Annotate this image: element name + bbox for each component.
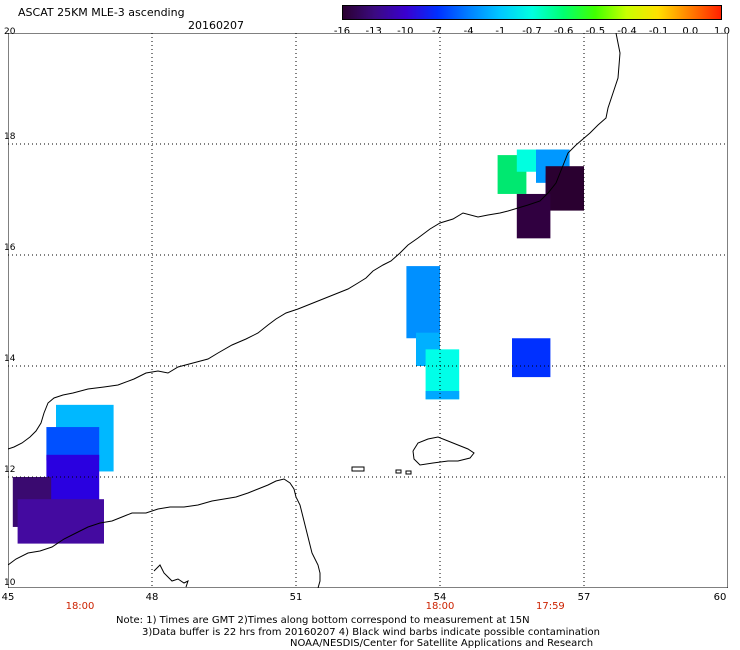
color-bar-labels: -16 -13 -10 -7 -4 -1 -0.7 -0.6 -0.5 -0.4 -0.1 0.0 1.… [328, 26, 738, 38]
map-canvas [8, 33, 728, 588]
color-bar-label: -10 [397, 26, 414, 37]
longitude-label: 48 [145, 592, 159, 603]
longitude-label: 57 [577, 592, 591, 603]
map-date: 20160207 [188, 19, 244, 32]
latitude-label: 18 [4, 132, 16, 142]
color-bar-label: -4 [463, 26, 474, 37]
latitude-label: 20 [4, 27, 16, 37]
color-bar [342, 5, 722, 20]
map-title: ASCAT 25KM MLE-3 ascending [18, 6, 185, 19]
latitude-label: 14 [4, 354, 16, 364]
longitude-label: 60 [713, 592, 727, 603]
color-bar-label: -1 [495, 26, 506, 37]
coastline [8, 33, 621, 588]
color-bar-label: -0.7 [522, 26, 542, 37]
wind-swath-cell [46, 454, 100, 505]
latitude-label: 10 [4, 578, 16, 588]
color-bar-label: -0.5 [585, 26, 606, 37]
wind-swath-cell [17, 499, 105, 544]
time-label: 17:59 [535, 601, 565, 612]
wind-swath-cell [406, 266, 440, 339]
color-bar-label: 1.0 [714, 26, 730, 37]
note-line-3: NOAA/NESDIS/Center for Satellite Applica… [290, 638, 594, 649]
longitude-label: 45 [1, 592, 15, 603]
color-bar-label: -7 [432, 26, 442, 37]
color-bar-label: -0.6 [553, 26, 574, 37]
time-label: 18:00 [65, 601, 95, 612]
longitude-label: 51 [289, 592, 303, 603]
color-bar-label: -0.4 [617, 26, 637, 37]
wind-swath-cell [516, 193, 551, 239]
map-frame [8, 33, 728, 588]
color-bar-label: -16 [333, 26, 351, 37]
wind-swath-cell [425, 390, 460, 400]
graticule [8, 33, 728, 588]
wind-swath-cell [512, 338, 551, 378]
longitude-label: 54 [433, 592, 447, 603]
time-label: 18:00 [425, 601, 455, 612]
note-line-2: 3)Data buffer is 22 hrs from 20160207 4)… [142, 627, 600, 638]
latitude-label: 12 [4, 465, 16, 475]
note-line-1: Note: 1) Times are GMT 2)Times along bot… [116, 615, 530, 626]
swath-layer [12, 149, 584, 544]
color-bar-label: -13 [365, 26, 382, 37]
latitude-label: 16 [4, 243, 16, 253]
color-bar-label: -0.1 [648, 26, 669, 37]
color-bar-label: 0.0 [682, 26, 699, 37]
